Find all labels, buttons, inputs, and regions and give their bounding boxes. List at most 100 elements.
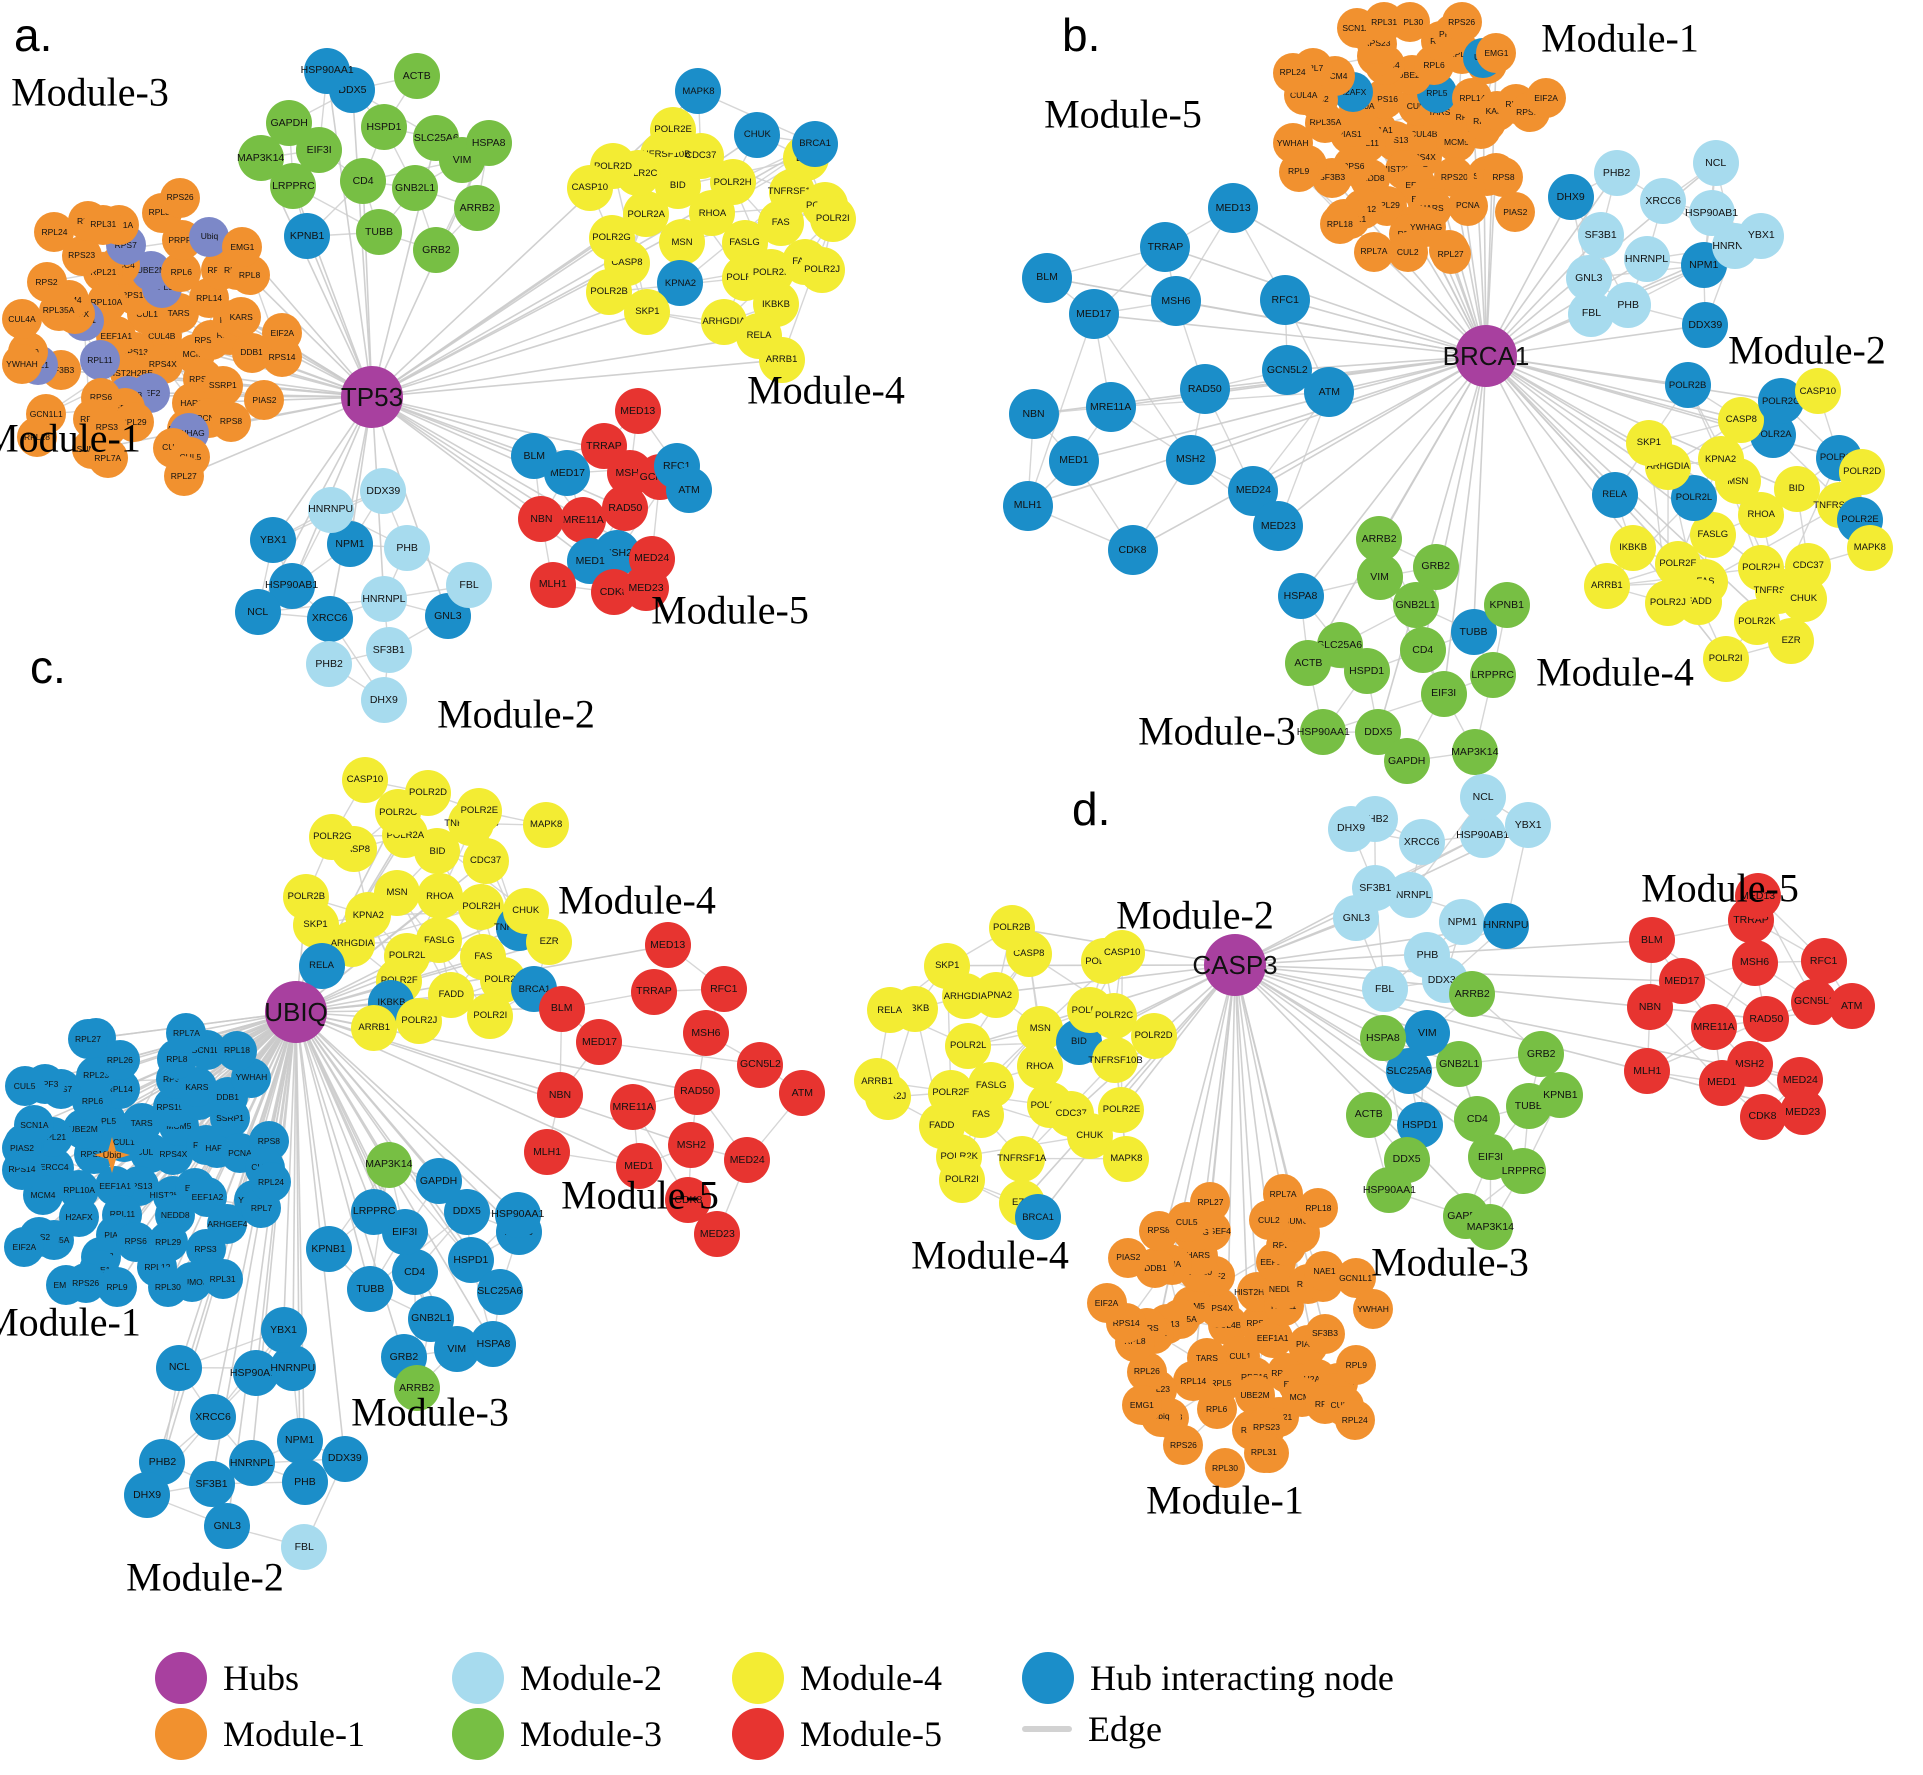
gene-node-rpl24[interactable]: RPL24 — [34, 212, 75, 253]
gene-node-blm[interactable]: BLM — [1022, 252, 1073, 303]
gene-node-rhoa[interactable]: RHOA — [416, 873, 463, 920]
gene-node-polr2i[interactable]: POLR2I — [938, 1156, 985, 1203]
gene-node-msh6[interactable]: MSH6 — [1731, 939, 1778, 986]
gene-node-actb[interactable]: ACTB — [1285, 640, 1332, 687]
gene-node-ikbkb[interactable]: IKBKB — [1610, 524, 1657, 571]
gene-node-msh6[interactable]: MSH6 — [682, 1010, 729, 1057]
gene-node-rpl9[interactable]: RPL9 — [1336, 1344, 1377, 1385]
gene-node-mapk8[interactable]: MAPK8 — [1103, 1135, 1150, 1182]
gene-node-emg1[interactable]: EMG1 — [222, 227, 263, 268]
gene-node-hnrnpu[interactable]: HNRNPU — [1482, 902, 1529, 949]
gene-node-ncl[interactable]: NCL — [1460, 774, 1507, 821]
gene-node-rpl31[interactable]: RPL31 — [202, 1259, 243, 1300]
gene-node-rps2[interactable]: RPS2 — [26, 261, 67, 302]
gene-node-sf3b3[interactable]: SF3B3 — [1304, 1313, 1345, 1354]
gene-node-sf3b1[interactable]: SF3B1 — [1577, 212, 1624, 259]
gene-node-mre11a[interactable]: MRE11A — [610, 1083, 657, 1130]
gene-node-xrcc6[interactable]: XRCC6 — [306, 595, 353, 642]
gene-node-cd4[interactable]: CD4 — [391, 1249, 438, 1296]
gene-node-mre11a[interactable]: MRE11A — [1691, 1004, 1738, 1051]
gene-node-dhx9[interactable]: DHX9 — [1328, 805, 1375, 852]
gene-node-actb[interactable]: ACTB — [1345, 1091, 1392, 1138]
gene-node-rps8[interactable]: RPS8 — [1483, 156, 1524, 197]
gene-node-ddx39[interactable]: DDX39 — [321, 1435, 368, 1482]
gene-node-phb[interactable]: PHB — [281, 1458, 328, 1505]
gene-node-gnl3[interactable]: GNL3 — [1333, 894, 1380, 941]
gene-node-eif2a[interactable]: EIF2A — [4, 1227, 45, 1268]
gene-node-kpnb1[interactable]: KPNB1 — [1483, 582, 1530, 629]
gene-node-rpl11[interactable]: RPL11 — [79, 340, 120, 381]
gene-node-tubb[interactable]: TUBB — [355, 209, 402, 256]
gene-node-polr2d[interactable]: POLR2D — [1130, 1012, 1177, 1059]
gene-node-hsp90aa1[interactable]: HSP90AA1 — [491, 1191, 544, 1238]
gene-node-rps26[interactable]: RPS26 — [160, 177, 201, 218]
gene-node-rpl30[interactable]: RPL30 — [147, 1267, 188, 1308]
gene-node-rad50[interactable]: RAD50 — [674, 1068, 721, 1115]
gene-node-hsp90aa1[interactable]: HSP90AA1 — [1363, 1167, 1416, 1214]
gene-node-hnrnpl[interactable]: HNRNPL — [360, 576, 407, 623]
gene-node-ezr[interactable]: EZR — [526, 919, 573, 966]
gene-node-dhx9[interactable]: DHX9 — [124, 1471, 171, 1518]
gene-node-ddx39[interactable]: DDX39 — [1682, 301, 1729, 348]
gene-node-mlh1[interactable]: MLH1 — [529, 561, 576, 608]
gene-node-polr2i[interactable]: POLR2I — [1702, 635, 1749, 682]
gene-node-rfc1[interactable]: RFC1 — [1800, 938, 1847, 985]
gene-node-med13[interactable]: MED13 — [614, 387, 661, 434]
gene-node-nbn[interactable]: NBN — [1627, 984, 1673, 1031]
gene-node-rpl31[interactable]: RPL31 — [1243, 1432, 1284, 1473]
gene-node-vim[interactable]: VIM — [1404, 1010, 1451, 1057]
gene-node-casp10[interactable]: CASP10 — [1794, 368, 1841, 415]
gene-node-polr2b[interactable]: POLR2B — [283, 873, 330, 920]
gene-node-gapdh[interactable]: GAPDH — [1383, 738, 1430, 785]
gene-node-rpl18[interactable]: RPL18 — [1298, 1188, 1339, 1229]
gene-node-ddx39[interactable]: DDX39 — [360, 467, 407, 514]
gene-node-nbn[interactable]: NBN — [518, 496, 565, 543]
gene-node-rela[interactable]: RELA — [298, 942, 345, 989]
gene-node-polr2l[interactable]: POLR2L — [945, 1022, 992, 1069]
gene-node-med17[interactable]: MED17 — [576, 1019, 623, 1066]
gene-node-gapdh[interactable]: GAPDH — [415, 1157, 462, 1204]
gene-node-mre11a[interactable]: MRE11A — [560, 497, 607, 544]
gene-node-gnl3[interactable]: GNL3 — [204, 1503, 251, 1550]
gene-node-rfc1[interactable]: RFC1 — [1260, 275, 1311, 326]
gene-node-med23[interactable]: MED23 — [1253, 501, 1304, 552]
gene-node-pias2[interactable]: PIAS2 — [1108, 1237, 1149, 1278]
gene-node-map3k14[interactable]: MAP3K14 — [1451, 728, 1498, 775]
gene-node-phb2[interactable]: PHB2 — [1593, 149, 1640, 196]
gene-node-slc25a6[interactable]: SLC25A6 — [476, 1268, 523, 1315]
gene-node-tubb[interactable]: TUBB — [347, 1266, 394, 1313]
gene-node-nbn[interactable]: NBN — [536, 1072, 583, 1119]
gene-node-med13[interactable]: MED13 — [644, 922, 691, 969]
gene-node-fbl[interactable]: FBL — [1568, 290, 1615, 337]
gene-node-rpl18[interactable]: RPL18 — [216, 1030, 257, 1071]
gene-node-pias2[interactable]: PIAS2 — [244, 380, 285, 421]
gene-node-blm[interactable]: BLM — [538, 985, 585, 1032]
gene-node-rela[interactable]: RELA — [1591, 471, 1638, 518]
gene-node-ncl[interactable]: NCL — [156, 1344, 203, 1391]
gene-node-rpl24[interactable]: RPL24 — [1334, 1400, 1375, 1441]
gene-node-pias2[interactable]: PIAS2 — [2, 1127, 42, 1168]
gene-node-nbn[interactable]: NBN — [1008, 389, 1059, 440]
gene-node-polr2j[interactable]: POLR2J — [1644, 579, 1691, 626]
gene-node-cd4[interactable]: CD4 — [1399, 627, 1446, 674]
gene-node-eif3i[interactable]: EIF3I — [1420, 670, 1467, 717]
gene-node-hspa8[interactable]: HSPA8 — [1277, 572, 1324, 619]
gene-node-trrap[interactable]: TRRAP — [1140, 221, 1191, 272]
gene-node-tnfrsf1a[interactable]: TNFRSF1A — [997, 1135, 1046, 1182]
gene-node-cul5[interactable]: CUL5 — [4, 1066, 45, 1107]
gene-node-rpl6[interactable]: RPL6 — [1196, 1389, 1237, 1430]
gene-node-cul4a[interactable]: CUL4A — [2, 299, 42, 340]
gene-node-rpl31[interactable]: RPL31 — [83, 204, 124, 245]
gene-node-med23[interactable]: MED23 — [1779, 1089, 1826, 1135]
gene-node-rpl27[interactable]: RPL27 — [1430, 233, 1471, 274]
gene-node-mlh1[interactable]: MLH1 — [1624, 1048, 1671, 1095]
gene-node-arrb2[interactable]: ARRB2 — [1356, 516, 1403, 563]
gene-node-fbl[interactable]: FBL — [1361, 966, 1408, 1013]
gene-node-phb2[interactable]: PHB2 — [306, 641, 353, 688]
gene-node-gcn5l2[interactable]: GCN5L2 — [737, 1041, 784, 1088]
gene-node-grb2[interactable]: GRB2 — [1518, 1031, 1565, 1078]
gene-node-mre11a[interactable]: MRE11A — [1085, 381, 1136, 432]
gene-node-blm[interactable]: BLM — [1628, 917, 1675, 964]
gene-node-kpna2[interactable]: KPNA2 — [1697, 436, 1744, 483]
gene-node-polr2b[interactable]: POLR2B — [988, 904, 1035, 951]
